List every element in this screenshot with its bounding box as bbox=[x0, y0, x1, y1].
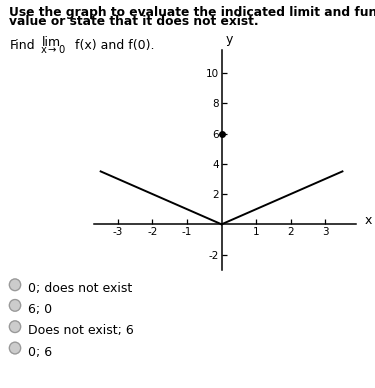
Text: 0; 6: 0; 6 bbox=[28, 346, 52, 359]
Text: x$\rightarrow$0: x$\rightarrow$0 bbox=[40, 43, 66, 55]
Text: Use the graph to evaluate the indicated limit and function: Use the graph to evaluate the indicated … bbox=[9, 6, 375, 19]
Text: f(x) and f(0).: f(x) and f(0). bbox=[75, 39, 154, 52]
Text: 0; does not exist: 0; does not exist bbox=[28, 282, 132, 296]
Text: y: y bbox=[226, 33, 233, 46]
Text: x: x bbox=[365, 214, 372, 227]
Text: 6; 0: 6; 0 bbox=[28, 303, 52, 316]
Text: Does not exist; 6: Does not exist; 6 bbox=[28, 324, 134, 338]
Text: Find: Find bbox=[9, 39, 35, 52]
Text: value or state that it does not exist.: value or state that it does not exist. bbox=[9, 15, 259, 28]
Text: lim: lim bbox=[42, 36, 61, 49]
